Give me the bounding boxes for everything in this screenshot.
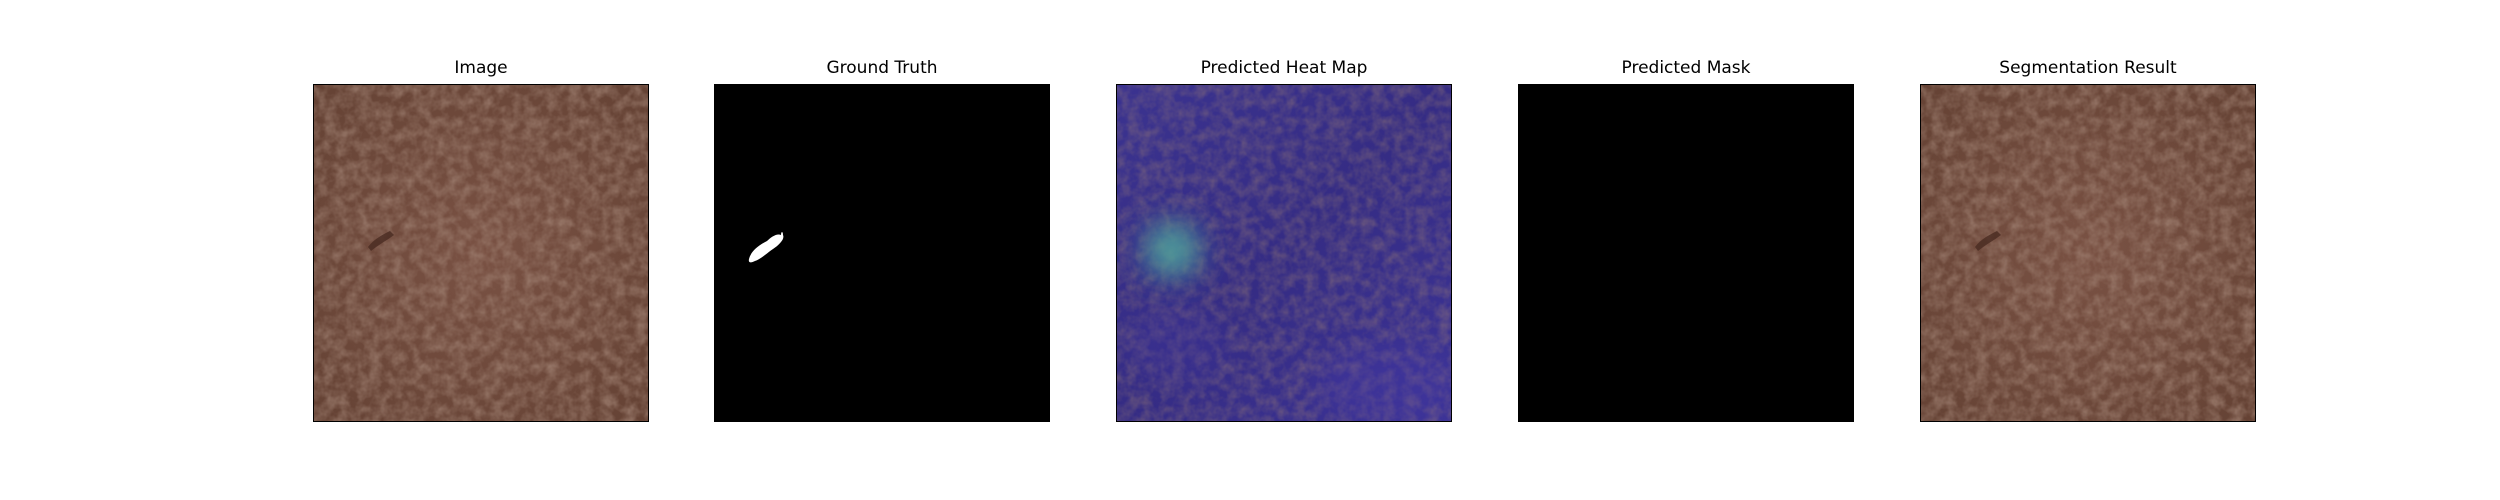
panel-title: Ground Truth bbox=[826, 58, 938, 78]
panel-title: Segmentation Result bbox=[1999, 58, 2177, 78]
heat-map bbox=[1117, 85, 1451, 421]
predicted-mask-frame bbox=[1518, 84, 1854, 422]
leather-image bbox=[314, 85, 648, 421]
panel-image: Image bbox=[313, 0, 649, 500]
panel-title: Image bbox=[454, 58, 508, 78]
defect-mark bbox=[1975, 231, 2001, 251]
image-frame bbox=[313, 84, 649, 422]
ground-truth-mask bbox=[715, 85, 1049, 421]
segmentation-frame bbox=[1920, 84, 2256, 422]
panel-heat-map: Predicted Heat Map bbox=[1116, 0, 1452, 500]
defect-mark bbox=[368, 231, 394, 251]
panel-predicted-mask: Predicted Mask bbox=[1518, 0, 1854, 500]
panel-segmentation: Segmentation Result bbox=[1920, 0, 2256, 500]
defect-region bbox=[748, 232, 784, 263]
segmentation-image bbox=[1921, 85, 2255, 421]
predicted-mask bbox=[1519, 85, 1853, 421]
panel-title: Predicted Heat Map bbox=[1200, 58, 1368, 78]
heat-map-frame bbox=[1116, 84, 1452, 422]
panel-ground-truth: Ground Truth bbox=[714, 0, 1050, 500]
ground-truth-frame bbox=[714, 84, 1050, 422]
panel-title: Predicted Mask bbox=[1621, 58, 1751, 78]
